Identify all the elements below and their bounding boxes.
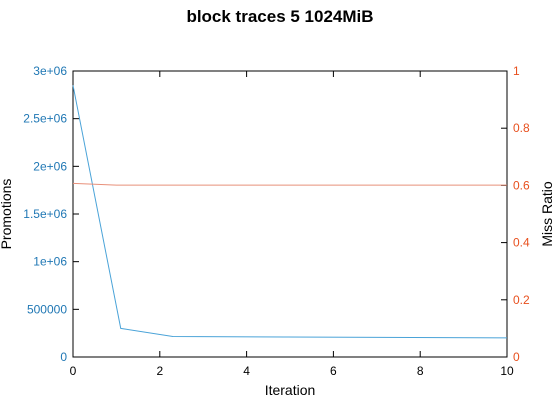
series-layer [72,85,508,339]
x-tick-label: 8 [417,364,424,378]
y-right-tick-label: 0.6 [513,178,530,192]
promotions-series-line [72,85,508,339]
x-tick-label: 4 [243,364,250,378]
x-tick-label: 2 [156,364,163,378]
y-right-tick-label: 0 [513,350,520,364]
y-right-tick-label: 0.8 [513,121,530,135]
y-left-tick-label: 2e+06 [33,159,67,173]
y-left-tick-label: 500000 [27,302,67,316]
y-axis-right-label: Miss Ratio [539,181,555,247]
y-right-tick-label: 0.4 [513,236,530,250]
x-tick-label: 6 [330,364,337,378]
x-tick-label: 10 [500,364,514,378]
x-tick-label: 0 [70,364,77,378]
y-left-tick-label: 0 [60,350,67,364]
chart-title: block traces 5 1024MiB [186,7,373,26]
y-left-tick-label: 3e+06 [33,64,67,78]
y-right-tick-label: 0.2 [513,293,530,307]
miss-ratio-series-line [72,182,507,186]
ticks-layer: 0 2 4 6 8 1005000001e+061.5e+062e+062.5e+063e… [23,64,530,378]
y-right-tick-label: 1 [513,64,520,78]
y-left-tick-label: 1e+06 [33,255,67,269]
y-left-tick-label: 1.5e+06 [23,207,67,221]
y-axis-left-label: Promotions [0,179,14,250]
y-left-tick-label: 2.5e+06 [23,112,67,126]
x-axis-label: Iteration [265,382,316,398]
plot-frame [72,70,508,358]
